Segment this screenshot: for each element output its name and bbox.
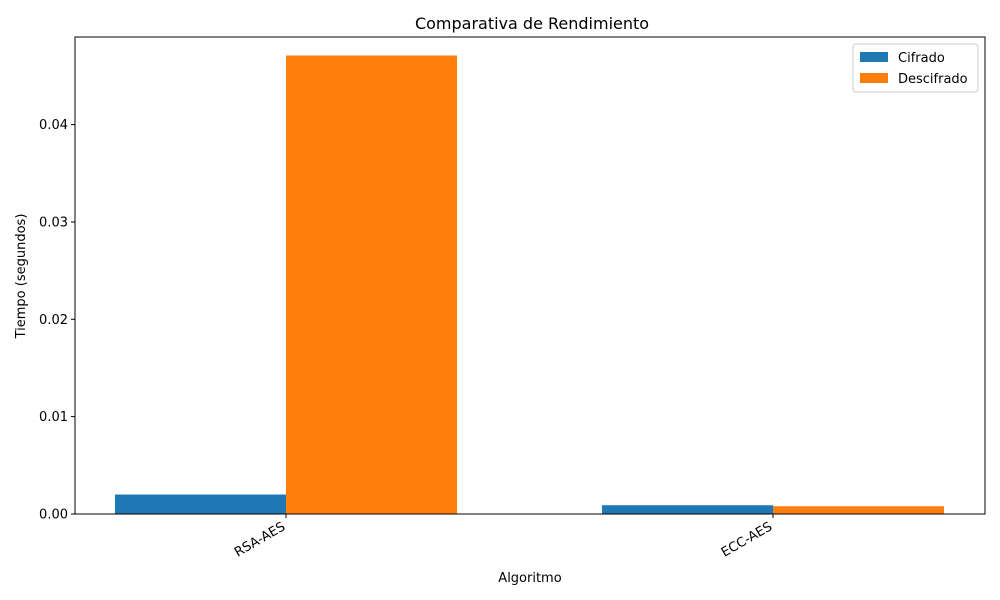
y-tick-label: 0.02 [39, 313, 68, 328]
plot-frame [74, 36, 986, 515]
y-axis-label: Tiempo (segundos) [14, 214, 29, 340]
x-tick-label: ECC-AES [719, 519, 775, 560]
legend: Cifrado Descifrado [852, 43, 979, 93]
bar-descifrado-ecc-aes [773, 506, 944, 514]
legend-label-cifrado: Cifrado [898, 51, 945, 66]
y-tick-label: 0.00 [39, 508, 68, 523]
x-axis: RSA-AES ECC-AES [232, 514, 775, 561]
legend-label-descifrado: Descifrado [898, 72, 968, 87]
legend-swatch-descifrado [860, 73, 888, 83]
bar-cifrado-rsa-aes [115, 494, 286, 514]
chart-title: Comparativa de Rendimiento [415, 14, 649, 33]
bars-group [115, 55, 944, 515]
bar-descifrado-rsa-aes [286, 55, 457, 515]
y-tick-label: 0.01 [39, 410, 68, 425]
x-tick-label: RSA-AES [232, 519, 288, 560]
y-axis: 0.00 0.01 0.02 0.03 0.04 [39, 118, 75, 523]
x-axis-label: Algoritmo [498, 571, 561, 586]
bar-cifrado-ecc-aes [602, 505, 773, 514]
legend-swatch-cifrado [860, 52, 888, 62]
y-tick-label: 0.03 [39, 215, 68, 230]
y-tick-label: 0.04 [39, 118, 68, 133]
